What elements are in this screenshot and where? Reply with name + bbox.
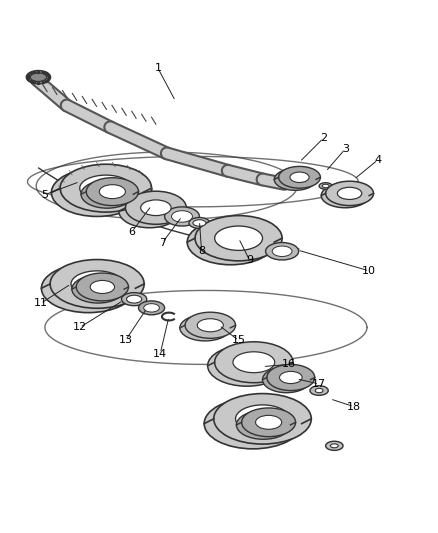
Ellipse shape [262,367,311,393]
Ellipse shape [60,164,152,212]
Ellipse shape [51,168,143,216]
Ellipse shape [214,393,311,444]
Text: 13: 13 [118,335,132,345]
Ellipse shape [272,246,292,256]
Ellipse shape [274,168,316,190]
Ellipse shape [255,415,282,429]
Text: 7: 7 [159,238,166,247]
Text: 6: 6 [128,227,135,237]
Text: 12: 12 [73,322,87,333]
Text: 11: 11 [34,298,48,309]
Ellipse shape [337,187,362,199]
Ellipse shape [90,280,115,294]
Text: 16: 16 [282,359,296,369]
Ellipse shape [99,184,125,199]
Ellipse shape [267,365,315,391]
Ellipse shape [42,264,135,313]
Ellipse shape [330,444,338,448]
Text: 1: 1 [155,63,162,74]
Ellipse shape [265,243,299,260]
Ellipse shape [325,441,343,450]
Text: 8: 8 [198,246,205,256]
Ellipse shape [26,71,50,84]
Text: 17: 17 [312,379,326,389]
Ellipse shape [236,405,290,433]
Ellipse shape [125,191,186,224]
Ellipse shape [172,211,192,222]
Ellipse shape [197,319,223,332]
FancyArrowPatch shape [39,168,299,249]
Text: 14: 14 [153,349,167,359]
Ellipse shape [215,226,262,251]
Ellipse shape [208,345,286,386]
Ellipse shape [80,175,132,201]
Ellipse shape [310,386,328,395]
Ellipse shape [30,73,47,82]
Ellipse shape [319,183,332,189]
Ellipse shape [233,352,275,373]
Ellipse shape [141,200,171,215]
Ellipse shape [50,260,144,308]
Text: 2: 2 [320,133,327,143]
Ellipse shape [81,180,133,208]
Ellipse shape [279,372,302,384]
Ellipse shape [325,181,374,206]
Text: 15: 15 [232,335,246,345]
Ellipse shape [189,217,210,229]
Ellipse shape [321,183,369,208]
Ellipse shape [204,398,302,449]
Ellipse shape [127,295,142,303]
Ellipse shape [315,389,323,393]
Ellipse shape [72,275,124,303]
Ellipse shape [165,207,199,226]
Ellipse shape [215,342,293,383]
Ellipse shape [237,410,290,439]
Ellipse shape [279,166,321,188]
Ellipse shape [185,312,236,338]
Ellipse shape [121,293,147,305]
Text: 3: 3 [342,144,349,154]
Ellipse shape [86,177,138,206]
Ellipse shape [144,304,159,312]
Ellipse shape [180,315,230,341]
Ellipse shape [76,273,128,301]
Ellipse shape [187,220,274,265]
Ellipse shape [119,195,180,228]
Text: 9: 9 [246,255,253,265]
Ellipse shape [322,184,329,188]
Ellipse shape [138,301,165,315]
Text: 5: 5 [42,190,49,200]
Text: 4: 4 [374,155,381,165]
Ellipse shape [71,271,123,297]
Ellipse shape [242,408,296,437]
Ellipse shape [290,172,309,182]
Ellipse shape [195,215,282,261]
Ellipse shape [193,220,206,226]
Text: 10: 10 [362,266,376,276]
Text: 18: 18 [347,402,361,411]
